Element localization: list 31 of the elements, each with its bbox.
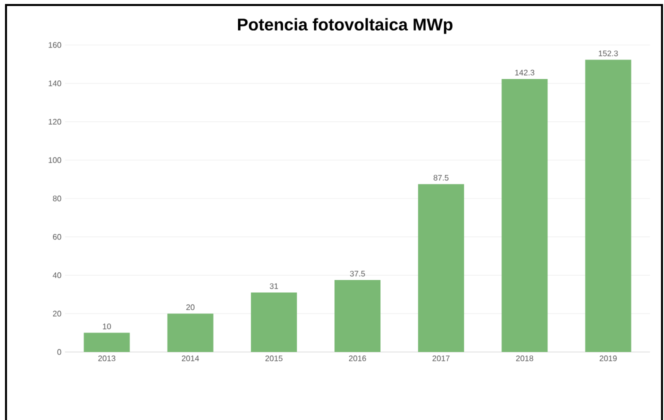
bar: [585, 60, 632, 352]
y-tick-label: 80: [52, 196, 62, 202]
y-tick-label: 20: [52, 310, 62, 316]
y-tick-label: 40: [52, 272, 62, 278]
data-label: 10: [102, 324, 111, 330]
data-label: 152.3: [598, 50, 618, 56]
x-tick-label: 2018: [516, 356, 534, 362]
chart-title: Potencia fotovoltaica MWp: [238, 18, 452, 34]
y-tick-label: 160: [48, 42, 62, 48]
data-label: 87.5: [434, 174, 449, 181]
bar: [502, 78, 548, 352]
y-tick-label: 100: [48, 157, 62, 163]
y-tick-label: 60: [52, 234, 62, 240]
x-tick-label: 2016: [349, 356, 366, 362]
x-tick-label: 2014: [182, 356, 200, 362]
data-label: 20: [186, 304, 194, 310]
x-tick-label: 2013: [98, 356, 116, 362]
x-tick-label: 2015: [265, 356, 282, 362]
y-tick-label: 0: [57, 349, 62, 355]
bar: [167, 314, 214, 352]
x-tick-label: 2017: [432, 356, 450, 362]
bar: [334, 280, 380, 352]
bar: [418, 184, 464, 352]
y-tick-label: 120: [48, 118, 62, 125]
data-label: 31: [270, 283, 278, 289]
bar: [84, 332, 130, 352]
data-label: 37.5: [350, 270, 365, 276]
y-tick-label: 140: [48, 80, 62, 86]
x-tick-label: 2019: [600, 356, 617, 362]
data-label: 142.3: [515, 70, 534, 76]
bar: [250, 292, 297, 352]
